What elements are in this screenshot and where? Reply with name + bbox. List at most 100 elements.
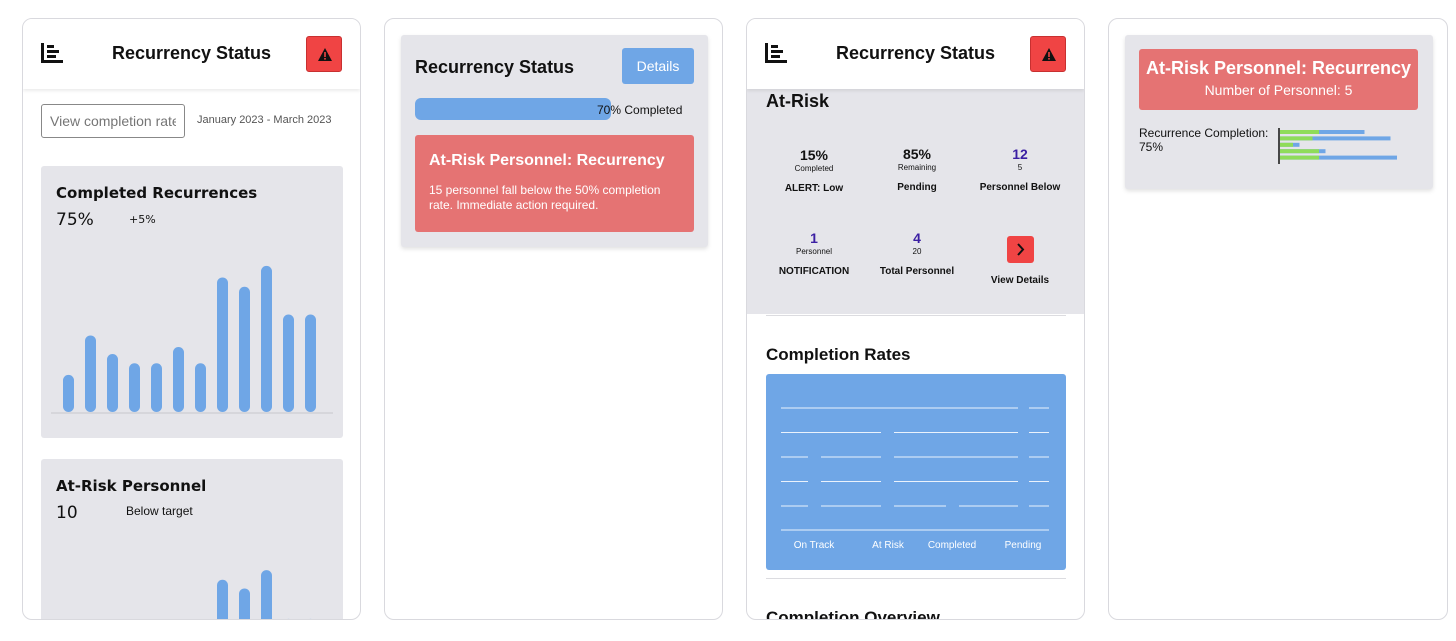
completed-recurrences-card: Completed Recurrences 75% +5% [41, 166, 343, 438]
at-risk-banner: At-Risk Personnel: Recurrency Number of … [1139, 49, 1418, 110]
stat-sub: Remaining [897, 163, 937, 172]
stat-label: Pending [897, 182, 937, 193]
at-risk-personnel-panel: At-Risk Personnel: Recurrency Number of … [1108, 18, 1448, 620]
alert-button[interactable] [1030, 36, 1066, 72]
stat-sub: Personnel [795, 247, 833, 256]
bar [283, 314, 294, 412]
completed-bar-chart [51, 265, 333, 414]
warning-icon [318, 48, 332, 61]
banner-subtitle: Number of Personnel: 5 [1204, 82, 1353, 98]
mini-bar-blue [1280, 130, 1365, 134]
at-risk-note: Below target [126, 504, 193, 518]
stat-total-personnel: 4 20 Total Personnel [869, 230, 965, 277]
completion-rates-svg: On Track At Risk Completed Pending [781, 407, 1049, 551]
banner-title: At-Risk Personnel: Recurrency [1145, 58, 1412, 78]
stat-completed: 15% Completed ALERT: Low [766, 147, 862, 194]
recurrence-completion-label: Recurrence Completion: 75% [1139, 126, 1279, 154]
recurrency-status-panel-2: Recurrency Status Details 70% Completed … [384, 18, 723, 620]
completed-value: 75% [56, 210, 94, 230]
bar [195, 363, 206, 412]
stat-personnel-below: 12 5 Personnel Below [972, 146, 1068, 193]
completion-label-text: Recurrence Completion: [1139, 126, 1269, 140]
alert-button[interactable] [306, 36, 342, 72]
at-risk-personnel-card: At-Risk Personnel 10 Below target [41, 459, 343, 619]
mini-bar-green [1280, 155, 1319, 160]
mini-bar-green [1280, 130, 1319, 134]
completed-delta: +5% [129, 213, 156, 226]
mini-bar-blue [1280, 136, 1391, 141]
at-risk-summary-card: At-Risk Personnel: Recurrency Number of … [1125, 35, 1433, 189]
alert-description: 15 personnel fall below the 50% completi… [429, 183, 661, 212]
stat-remaining: 85% Remaining Pending [869, 146, 965, 193]
category-label: On Track [794, 540, 836, 551]
stat-label: ALERT: Low [784, 183, 844, 194]
completion-value: 75% [1139, 140, 1164, 154]
bar [261, 265, 272, 412]
bar [305, 314, 316, 412]
alert-title: At-Risk Personnel: Recurrency [429, 152, 665, 169]
panel-header: Recurrency Status [747, 19, 1084, 89]
bar-chart-menu-icon[interactable] [41, 43, 63, 63]
bar-chart-menu-icon[interactable] [765, 43, 787, 63]
completion-overview-title: Completion Overview [766, 608, 940, 620]
mini-bar-green [1280, 136, 1313, 141]
mini-bar-blue [1280, 155, 1397, 160]
category-label: Completed [928, 540, 976, 551]
warning-icon [1042, 48, 1056, 61]
bar [217, 579, 228, 619]
date-range-label: January 2023 - March 2023 [197, 114, 332, 126]
divider [766, 315, 1066, 316]
stat-value: 15% [799, 147, 829, 163]
bar [287, 618, 290, 619]
card-title: Recurrency Status [415, 57, 575, 77]
recurrency-status-card: Recurrency Status Details 70% Completed … [401, 35, 708, 247]
stat-label: Personnel Below [979, 182, 1061, 193]
stat-value: 1 [810, 230, 818, 246]
bar [239, 588, 250, 619]
page-title: Recurrency Status [111, 43, 272, 63]
stat-value: 85% [902, 146, 932, 162]
stat-label: Total Personnel [879, 266, 955, 277]
bar [151, 363, 162, 412]
stat-value: 12 [1012, 146, 1028, 162]
stat-sub: 20 [912, 247, 922, 256]
bar [239, 286, 250, 412]
card-title: At-Risk Personnel [56, 477, 207, 495]
stat-label: NOTIFICATION [778, 266, 850, 277]
bar [261, 570, 272, 619]
bar [85, 335, 96, 412]
card-title: Completed Recurrences [56, 184, 258, 202]
completion-rates-title: Completion Rates [766, 345, 911, 364]
section-title: At-Risk [766, 91, 830, 111]
stat-sub: Completed [794, 164, 834, 173]
completion-rates-chart: On Track At Risk Completed Pending [766, 374, 1066, 570]
page-title: Recurrency Status [835, 43, 996, 63]
category-label: Pending [1005, 540, 1042, 551]
bar [173, 347, 184, 412]
stat-notification: 1 Personnel NOTIFICATION [766, 230, 862, 277]
details-button[interactable]: Details [622, 48, 694, 84]
bar [129, 363, 140, 412]
category-label: At Risk [872, 540, 905, 551]
stat-sub: 5 [1017, 163, 1023, 172]
completion-rate-filter-input[interactable] [41, 104, 185, 138]
panel-header: Recurrency Status [23, 19, 360, 89]
progress-label: 70% Completed [597, 103, 683, 117]
mini-bar-green [1280, 142, 1293, 147]
view-details-button[interactable] [1007, 236, 1034, 263]
at-risk-alert-box: At-Risk Personnel: Recurrency 15 personn… [415, 135, 694, 232]
chevron-right-icon [1017, 243, 1025, 256]
bar [217, 277, 228, 412]
bar [309, 618, 312, 619]
recurrency-status-panel-3: Recurrency Status At-Risk 15% Completed … [746, 18, 1085, 620]
divider [766, 578, 1066, 579]
bar [107, 354, 118, 412]
recurrency-status-panel-1: Recurrency Status January 2023 - March 2… [22, 18, 361, 620]
stat-value: 4 [913, 230, 921, 246]
recurrence-completion-mini-chart [1278, 128, 1397, 164]
at-risk-bar-chart [217, 570, 312, 619]
view-details-label[interactable]: View Details [990, 275, 1050, 286]
at-risk-section-bg [747, 89, 1084, 314]
bar [63, 374, 74, 412]
completion-progress-bar [415, 98, 611, 120]
